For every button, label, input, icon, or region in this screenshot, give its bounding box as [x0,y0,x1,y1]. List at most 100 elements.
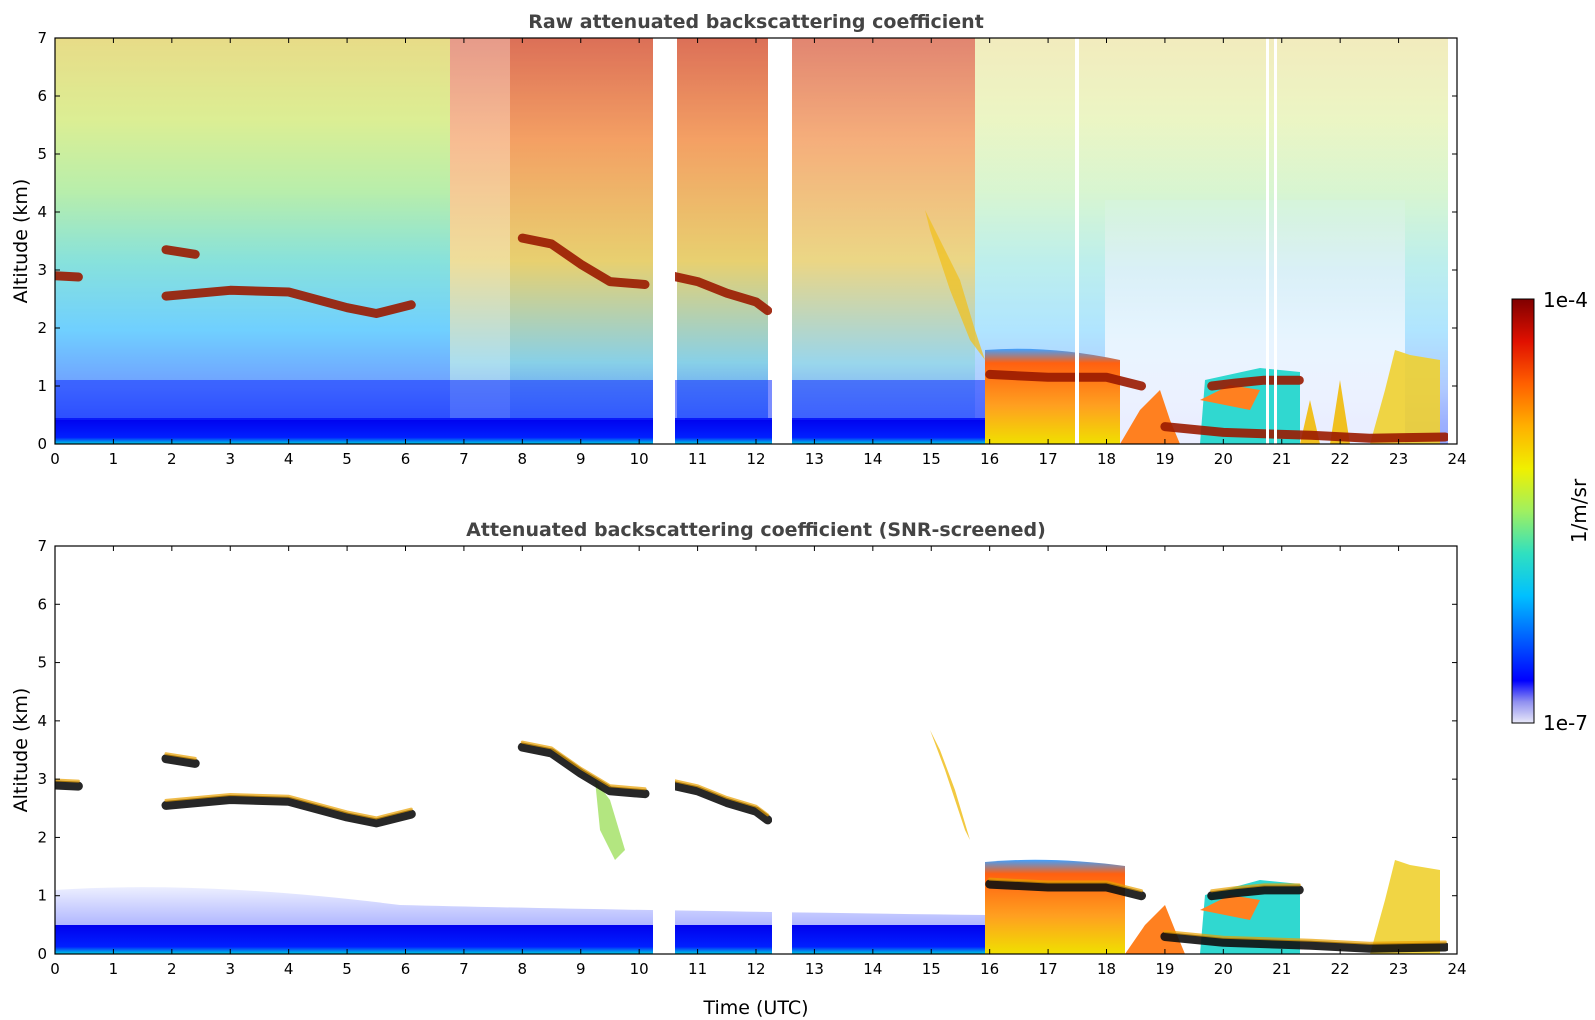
panel-2-xtick-label: 21 [1272,960,1291,978]
cloud-layer [161,754,200,768]
screened-heatmap [55,546,1457,954]
surface-layer [55,925,985,954]
cloud-layer [1160,932,1450,953]
cloud-layer-edge [164,752,197,760]
colorbar: 1e-4 1e-7 1/m/sr [1511,288,1591,735]
panel-screened: Attenuated backscattering coefficient (S… [10,519,1467,1019]
cloud-layer [517,742,650,799]
surface-layer [55,418,985,444]
sky-region [450,38,510,444]
panel-2-xtick-label: 20 [1214,960,1233,978]
panel-1-ytick-label: 4 [37,203,47,221]
panel-2-xtick-label: 3 [225,960,235,978]
panel-2-xtick-label: 24 [1447,960,1466,978]
panel-1-xtick-label: 20 [1214,450,1233,468]
panel-2-ytick-label: 1 [37,887,47,905]
cloud-layer-edge [164,792,413,820]
cloud-layer-edge [520,740,647,791]
panel-2-xtick-label: 2 [167,960,177,978]
sky-region [790,38,975,444]
panel-2-xtick-label: 5 [342,960,352,978]
panel-2-xtick-label: 0 [50,960,60,978]
sky-region-hot [677,38,768,444]
panel-2-xtick-label: 4 [284,960,294,978]
panel-1-xtick-label: 9 [576,450,586,468]
panel-2-xtick-label: 12 [746,960,765,978]
panel-1-xtick-label: 11 [688,450,707,468]
colorbar-gradient [1511,298,1535,724]
panel-1-xtick-label: 7 [459,450,469,468]
panel-1-ylabel: Altitude (km) [10,179,32,304]
panel-1-xtick-label: 10 [630,450,649,468]
panel-1-xtick-label: 5 [342,450,352,468]
colorbar-max-label: 1e-4 [1543,288,1588,312]
data-gap [653,546,675,954]
panel-1-ytick-label: 3 [37,261,47,279]
panel-2-xtick-label: 14 [863,960,882,978]
panel-1-xtick-label: 0 [50,450,60,468]
panel-1-xtick-label: 23 [1389,450,1408,468]
panel-2-ylabel: Altitude (km) [10,688,32,813]
panel-1-xtick-label: 3 [225,450,235,468]
panel-1-axes: 0 1 2 3 4 5 6 7 8 9 10 11 12 13 14 15 16 17 18 19 20 21 22 23 24… [37,29,1466,468]
panel-1-ytick-label: 6 [37,87,47,105]
panel-1-xtick-label: 24 [1447,450,1466,468]
panel-1-xtick-label: 15 [922,450,941,468]
cloud-layer [517,233,650,289]
panel-1-xtick-label: 17 [1039,450,1058,468]
panel-1-xtick-label: 22 [1331,450,1350,468]
cloud-layer-edge [988,877,1143,893]
cloud-layer-edge [55,778,80,783]
panel-1-xtick-label: 14 [863,450,882,468]
panel-2-xtick-label: 18 [1097,960,1116,978]
panel-2-xtick-label: 13 [805,960,824,978]
data-gap [772,546,792,954]
cloud-layers [55,740,1450,953]
panel-2-xtick-label: 17 [1039,960,1058,978]
cloud-layer [666,780,773,825]
sky-region-night [55,38,450,444]
panel-2-xtick-label: 19 [1155,960,1174,978]
panel-1-xtick-label: 1 [109,450,119,468]
panel-2-xtick-label: 8 [518,960,528,978]
cloud-layer [666,271,773,316]
colorbar-unit-label: 1/m/sr [1567,478,1591,543]
panel-2-axes: 0 1 2 3 4 5 6 7 8 9 10 11 12 13 14 15 16 17 18 19 20 21 22 23 24… [37,537,1466,978]
colorbar-min-label: 1e-7 [1543,711,1588,735]
cloud-layer [1207,375,1304,391]
panel-2-xtick-label: 1 [109,960,119,978]
panel-1-xtick-label: 19 [1155,450,1174,468]
panel-1-ytick-label: 7 [37,29,47,47]
panel-1-xtick-label: 4 [284,450,294,468]
panel-2-ytick-label: 6 [37,595,47,613]
panel-2-xtick-label: 23 [1389,960,1408,978]
panel-2-xtick-label: 9 [576,960,586,978]
cloud-layer-edge [1210,883,1301,893]
panel-2-ytick-label: 5 [37,654,47,672]
panel-2-xtick-label: 22 [1331,960,1350,978]
panel-1-ytick-label: 1 [37,377,47,395]
panel-2-xtick-label: 10 [630,960,649,978]
panel-1-xtick-label: 18 [1097,450,1116,468]
falling-layer [925,210,985,360]
panel-1-ytick-label: 0 [37,435,47,453]
panel-1-xtick-label: 13 [805,450,824,468]
cloud-layer [161,795,416,828]
cloud-layer [55,271,83,282]
panel-2-xlabel: Time (UTC) [702,997,808,1019]
panel-2-xtick-label: 15 [922,960,941,978]
panel-1-ytick-label: 5 [37,145,47,163]
panel-1-xtick-label: 6 [401,450,411,468]
panel-2-xtick-label: 7 [459,960,469,978]
panel-2-ytick-label: 4 [37,712,47,730]
panel-1-xtick-label: 2 [167,450,177,468]
raw-heatmap [55,38,1457,444]
low-cloud-mass [985,859,1125,954]
cloud-layer [55,780,83,791]
panel-1-title: Raw attenuated backscattering coefficien… [528,11,984,33]
panel-2-xtick-label: 11 [688,960,707,978]
panel-1-ytick-label: 2 [37,319,47,337]
panel-1-xtick-label: 12 [746,450,765,468]
panel-2-xtick-label: 6 [401,960,411,978]
